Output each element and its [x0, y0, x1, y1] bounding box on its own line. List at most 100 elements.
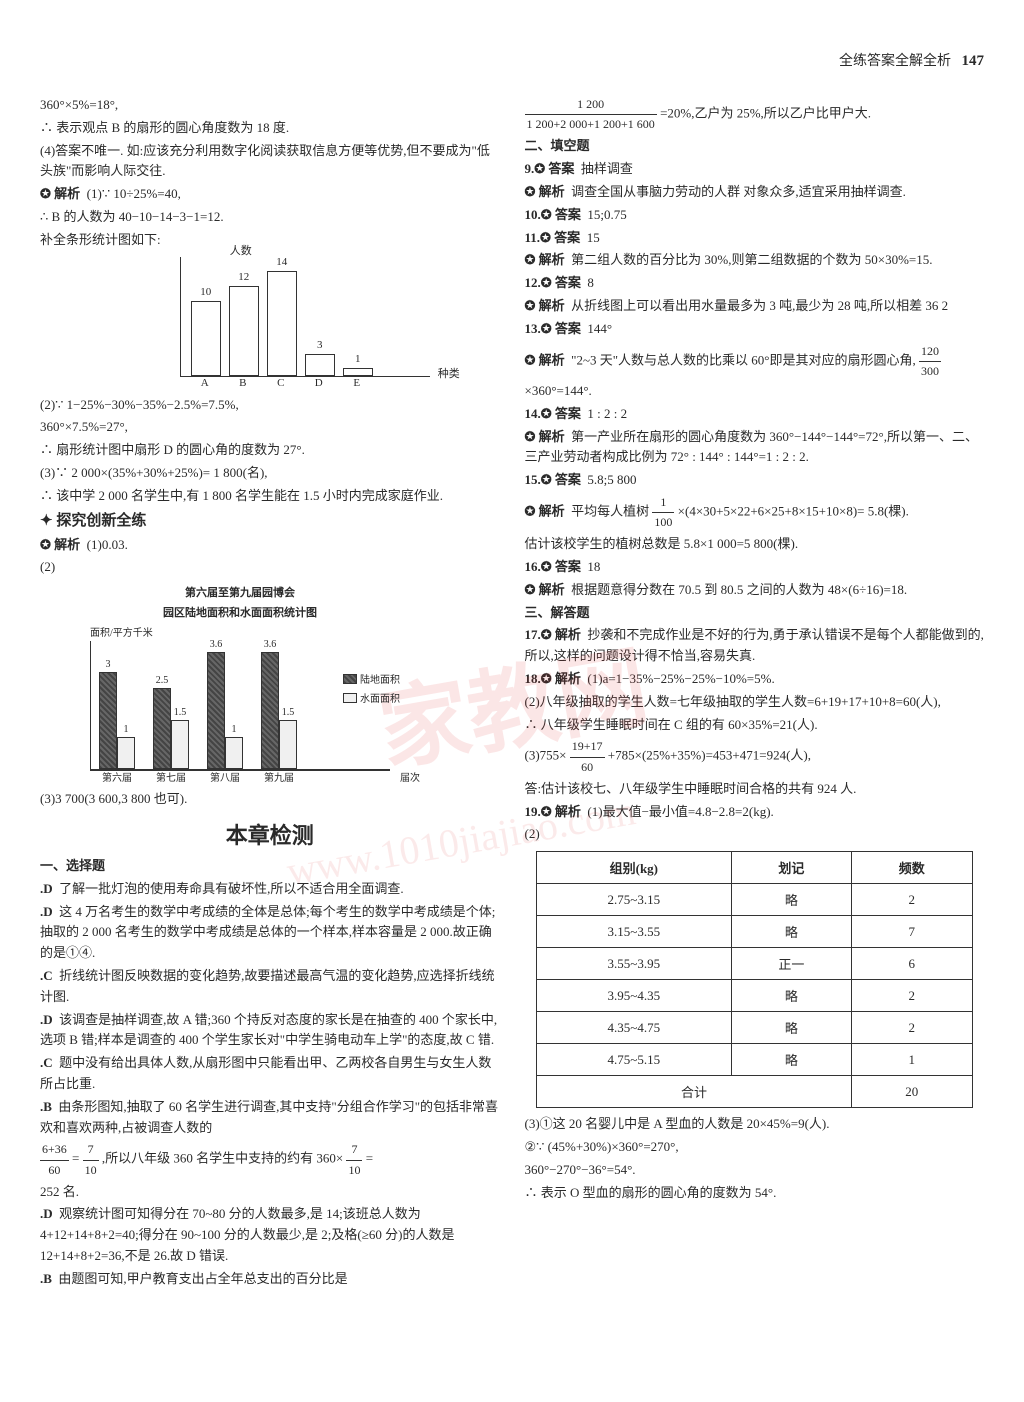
answer-text: 144°	[587, 321, 612, 336]
page-header: 全练答案全解全析 147	[40, 50, 984, 70]
bar-group-7: 2.5 1.5 第七届	[153, 688, 189, 769]
table-cell: 略	[731, 916, 851, 948]
text: 调查全国从事脑力劳动的人群 对象众多,适宜采用抽样调查.	[571, 184, 906, 199]
answer-line: .D 该调查是抽样调查,故 A 错;360 个持反对态度的家长是在抽查的 400…	[40, 1010, 500, 1052]
analysis-line: ✪ 解析 从折线图上可以看出用水量最多为 3 吨,最少为 28 吨,所以相差 3…	[525, 296, 985, 317]
answer-text: 这 4 万名考生的数学中考成绩的全体是总体;每个考生的数学中考成绩是个体;抽取的…	[40, 904, 495, 961]
bar-val: 1	[232, 724, 237, 735]
text-line: (3)①这 20 名婴儿中是 A 型血的人数是 20×45%=9(人).	[525, 1114, 985, 1135]
y-label: 面积/平方千米	[90, 624, 390, 639]
answer-text: 题中没有给出具体人数,从扇形图中只能看出甲、乙两校各自男生与女生人数所占比重.	[40, 1055, 491, 1091]
text: 平均每人植树	[571, 504, 649, 519]
answer-line: 9.✪ 答案 抽样调查	[525, 159, 985, 180]
answer-line: 10.✪ 答案 15;0.75	[525, 205, 985, 226]
answer-line: .D 这 4 万名考生的数学中考成绩的全体是总体;每个考生的数学中考成绩是个体;…	[40, 902, 500, 964]
analysis-label: ✪ 解析	[525, 429, 565, 444]
table-row: 3.55~3.95正一6	[536, 948, 972, 980]
fraction: 710	[83, 1140, 99, 1179]
denominator: 60	[40, 1161, 69, 1180]
answer-label: 11.✪ 答案	[525, 230, 581, 245]
answer-letter: .B	[40, 1271, 52, 1286]
table-total-row: 合计20	[536, 1076, 972, 1108]
text-line: (2)八年级抽取的学生人数=七年级抽取的学生人数=6+19+17+10+8=60…	[525, 692, 985, 713]
x-label: C	[266, 377, 296, 389]
bar-value: 1	[355, 353, 361, 365]
table-cell: 6	[852, 948, 972, 980]
numerator: 19+17	[570, 737, 605, 757]
numerator: 7	[346, 1140, 362, 1160]
text-line: ∴ 表示 O 型血的扇形的圆心角的度数为 54°.	[525, 1183, 985, 1204]
answer-text: 1 : 2 : 2	[587, 406, 627, 421]
answer-text: 5.8;5 800	[587, 472, 636, 487]
table-cell: 2	[852, 1012, 972, 1044]
answer-letter: .B	[40, 1099, 52, 1114]
table-row: 4.75~5.15略1	[536, 1044, 972, 1076]
text: (3)755×	[525, 748, 567, 763]
text: 从折线图上可以看出用水量最多为 3 吨,最少为 28 吨,所以相差 36 2	[571, 298, 948, 313]
analysis-label: 19.✪ 解析	[525, 804, 581, 819]
text: 根据题意得分数在 70.5 到 80.5 之间的人数为 48×(6÷16)=18…	[571, 582, 907, 597]
analysis-label: 18.✪ 解析	[525, 671, 581, 686]
left-column: 360°×5%=18°, ∴ 表示观点 B 的扇形的圆心角度数为 18 度. (…	[40, 95, 500, 1292]
analysis-line: ✪ 解析 第一产业所在扇形的圆心角度数为 360°−144°−144°=72°,…	[525, 427, 985, 469]
bar-d: 3	[305, 354, 335, 376]
text-line: (2)∵ 1−25%−30%−35%−2.5%=7.5%,	[40, 395, 500, 416]
analysis-label: 17.✪ 解析	[525, 627, 581, 642]
text-line: (2)	[525, 824, 985, 845]
text: +785×(25%+35%)=453+471=924(人),	[608, 748, 811, 763]
text: 抄袭和不完成作业是不好的行为,勇于承认错误不是每个人都能做到的,所以,这样的问题…	[525, 627, 984, 663]
table-row: 3.15~3.55略7	[536, 916, 972, 948]
answer-text: 8	[587, 275, 594, 290]
bar-group-8: 3.6 1 第八届	[207, 652, 243, 769]
fraction: 6+3660	[40, 1140, 69, 1179]
numerator: 6+36	[40, 1140, 69, 1160]
table-cell: 2.75~3.15	[536, 884, 731, 916]
bar-value: 14	[276, 256, 287, 268]
numerator: 120	[919, 342, 941, 362]
answer-letter: .D	[40, 1012, 53, 1027]
table-header: 频数	[852, 852, 972, 884]
text-line: ∴ 表示观点 B 的扇形的圆心角度数为 18 度.	[40, 118, 500, 139]
answer-line: .B 由条形图知,抽取了 60 名学生进行调查,其中支持"分组合作学习"的包括非…	[40, 1097, 500, 1139]
text: "2~3 天"人数与总人数的比乘以 60°即是其对应的扇形圆心角,	[571, 352, 916, 367]
bar-chart-1: 人数 种类 10 12 14 3 1 A B C D E	[120, 257, 420, 389]
x-label: B	[228, 377, 258, 389]
x-labels: A B C D E	[190, 377, 420, 389]
answer-text: 折线统计图反映数据的变化趋势,故要描述最高气温的变化趋势,应选择折线统计图.	[40, 968, 495, 1004]
table-header: 组别(kg)	[536, 852, 731, 884]
table-cell: 7	[852, 916, 972, 948]
answer-text: 18	[587, 559, 600, 574]
text: (1)∵ 10÷25%=40,	[87, 186, 181, 201]
denominator: 60	[570, 758, 605, 777]
bar-val: 1.5	[174, 707, 187, 718]
table-cell: 略	[731, 1044, 851, 1076]
table-row: 2.75~3.15略2	[536, 884, 972, 916]
answer-line: .C 题中没有给出具体人数,从扇形图中只能看出甲、乙两校各自男生与女生人数所占比…	[40, 1053, 500, 1095]
fraction-line: 1 2001 200+2 000+1 200+1 600 =20%,乙户为 25…	[525, 95, 985, 134]
answer-letter: .C	[40, 1055, 53, 1070]
text: ×(4×30+5×22+6×25+8×15+10×8)= 5.8(棵).	[678, 504, 909, 519]
table-cell: 3.55~3.95	[536, 948, 731, 980]
numerator: 1 200	[525, 95, 657, 115]
text-line: (4)答案不唯一. 如:应该充分利用数字化阅读获取信息方便等优势,但不要成为"低…	[40, 141, 500, 183]
text-line: ②∵ (45%+30%)×360°=270°,	[525, 1137, 985, 1158]
bar-a: 10	[191, 301, 221, 376]
bar-val: 3.6	[210, 639, 223, 650]
table-cell: 2	[852, 884, 972, 916]
answer-line: .C 折线统计图反映数据的变化趋势,故要描述最高气温的变化趋势,应选择折线统计图…	[40, 966, 500, 1008]
analysis-line: ✪ 解析 平均每人植树 1100 ×(4×30+5×22+6×25+8×15+1…	[525, 493, 985, 532]
analysis-label: ✪ 解析	[525, 352, 565, 367]
denominator: 300	[919, 362, 941, 381]
denominator: 1 200+2 000+1 200+1 600	[525, 115, 657, 134]
text: (1)a=1−35%−25%−25%−10%=5%.	[587, 671, 774, 686]
eq: =	[72, 1151, 79, 1166]
numerator: 7	[83, 1140, 99, 1160]
chart-title-1: 第六届至第九届园博会	[90, 584, 390, 600]
answer-letter: .C	[40, 968, 53, 983]
answer-line: 16.✪ 答案 18	[525, 557, 985, 578]
text-line: ✪ 解析 (1)∵ 10÷25%=40,	[40, 184, 500, 205]
fraction-line: (3)755× 19+1760 +785×(25%+35%)=453+471=9…	[525, 737, 985, 776]
bar-b: 12	[229, 286, 259, 376]
answer-line: .B 由题图可知,甲户教育支出占全年总支出的百分比是	[40, 1269, 500, 1290]
text: 第二组人数的百分比为 30%,则第二组数据的个数为 50×30%=15.	[571, 252, 932, 267]
